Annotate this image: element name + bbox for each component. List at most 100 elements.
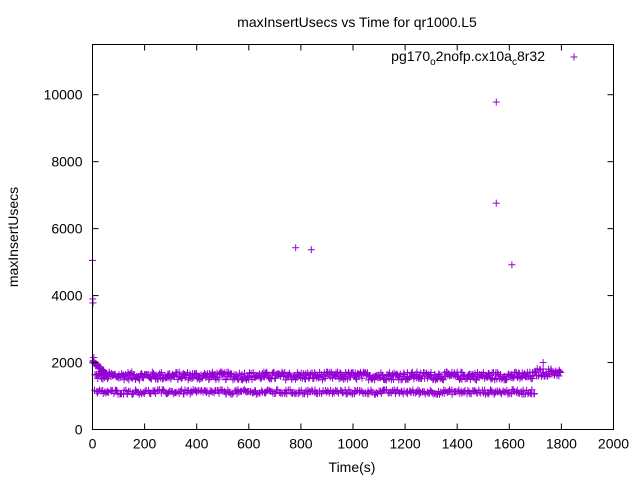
x-tick-label: 1200 <box>390 436 421 452</box>
data-point-outlier <box>90 354 98 362</box>
data-point <box>543 372 551 380</box>
y-tick-label: 0 <box>75 422 83 438</box>
x-tick-label: 200 <box>133 436 157 452</box>
data-point <box>372 388 380 396</box>
x-tick-label: 0 <box>89 436 97 452</box>
data-point <box>528 386 536 394</box>
data-point <box>406 387 414 395</box>
x-tick-label: 1600 <box>494 436 525 452</box>
data-point <box>553 371 561 379</box>
data-point <box>261 373 269 381</box>
data-point <box>138 370 146 378</box>
data-point <box>103 371 111 379</box>
data-point-outlier <box>89 299 97 307</box>
data-point <box>263 368 271 376</box>
data-point <box>130 371 138 379</box>
legend-marker-plus <box>570 53 578 61</box>
data-point <box>485 370 493 378</box>
y-tick-label: 4000 <box>51 288 82 304</box>
x-axis: 0 200 400 600 800 1000 1200 1400 1600 1800 2000 <box>89 44 629 452</box>
data-point <box>530 390 538 398</box>
data-point <box>435 370 443 378</box>
legend-label: pg170o2nofp.cx10ac8r32 <box>391 48 545 68</box>
data-point <box>347 373 355 381</box>
data-point <box>249 369 257 377</box>
data-point <box>213 373 221 381</box>
y-tick-label: 8000 <box>51 154 82 170</box>
data-point <box>557 368 565 376</box>
data-point <box>150 388 158 396</box>
data-point-outlier <box>539 359 547 367</box>
data-point-outlier <box>292 244 300 252</box>
data-point <box>306 374 314 382</box>
data-point <box>547 367 555 375</box>
data-point <box>458 368 466 376</box>
data-point <box>240 369 248 377</box>
data-point <box>229 376 237 384</box>
data-point <box>501 376 509 384</box>
legend-label-sub-1: o <box>430 57 436 68</box>
data-point <box>528 375 536 383</box>
data-point <box>510 373 518 381</box>
data-point <box>94 387 102 395</box>
data-point <box>441 373 449 381</box>
data-point <box>503 375 511 383</box>
data-point-outlier <box>492 199 500 207</box>
x-tick-label: 400 <box>185 436 209 452</box>
x-axis-label: Time(s) <box>329 459 376 475</box>
data-point <box>322 372 330 380</box>
x-tick-label: 2000 <box>598 436 629 452</box>
data-point <box>464 372 472 380</box>
data-point <box>352 374 360 382</box>
plot-area <box>89 98 565 398</box>
data-point-outlier <box>492 98 500 106</box>
x-tick-label: 1400 <box>442 436 473 452</box>
legend-label-part-2: 2nofp.cx10a <box>436 48 512 64</box>
data-point <box>272 374 280 382</box>
data-point <box>322 388 330 396</box>
data-point <box>252 390 260 398</box>
legend-label-part-1: pg170 <box>391 48 430 64</box>
legend-marker <box>570 53 578 61</box>
data-point <box>505 388 513 396</box>
data-point-outlier <box>307 246 315 254</box>
data-point <box>233 374 241 382</box>
data-point <box>413 368 421 376</box>
data-point <box>439 376 447 384</box>
data-point <box>156 370 164 378</box>
data-point <box>177 375 185 383</box>
data-point <box>190 373 198 381</box>
data-point <box>180 390 188 398</box>
y-tick-label: 2000 <box>51 355 82 371</box>
data-point <box>484 390 492 398</box>
x-tick-label: 600 <box>237 436 261 452</box>
data-point <box>126 369 134 377</box>
data-point <box>282 376 290 384</box>
data-point <box>141 387 149 395</box>
data-point <box>427 368 435 376</box>
data-point <box>296 373 304 381</box>
data-point <box>400 369 408 377</box>
legend-label-sub-2: c <box>512 57 517 68</box>
data-point <box>371 376 379 384</box>
data-point <box>233 390 241 398</box>
y-tick-label: 6000 <box>51 221 82 237</box>
data-point <box>129 390 137 398</box>
chart-title: maxInsertUsecs vs Time for qr1000.L5 <box>237 14 477 30</box>
data-point <box>353 375 361 383</box>
data-point <box>556 368 564 376</box>
data-point <box>175 368 183 376</box>
data-point-outlier <box>508 261 516 269</box>
y-axis: 0 2000 4000 6000 8000 10000 <box>44 87 614 438</box>
data-point <box>219 370 227 378</box>
data-point <box>104 373 112 381</box>
y-tick-label: 10000 <box>44 87 83 103</box>
data-point <box>148 368 156 376</box>
data-point <box>104 372 112 380</box>
data-point <box>364 387 372 395</box>
legend-label-part-3: 8r32 <box>517 48 545 64</box>
data-point <box>358 374 366 382</box>
x-tick-label: 800 <box>289 436 313 452</box>
data-point <box>415 387 423 395</box>
